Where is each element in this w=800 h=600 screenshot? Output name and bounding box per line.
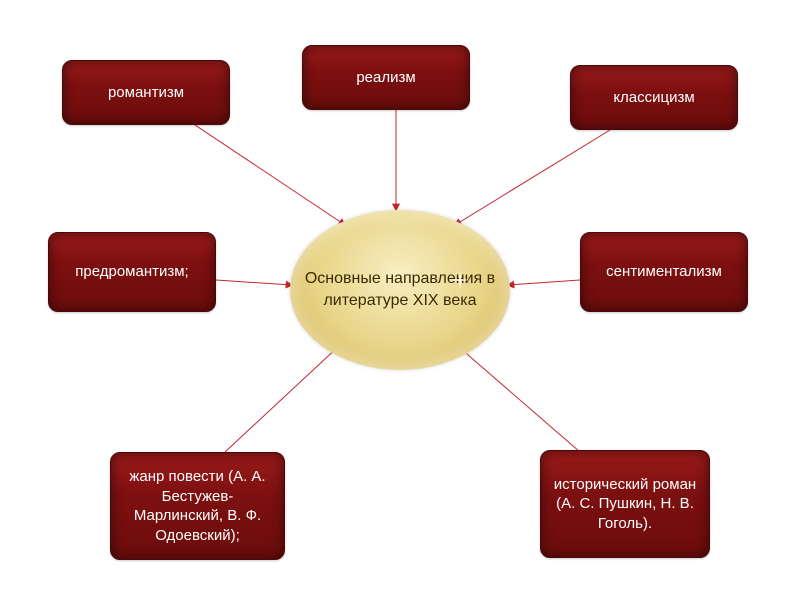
- node-label: реализм: [356, 68, 415, 88]
- node-classicism: классицизм: [570, 65, 738, 130]
- center-node: Основные направления в литературе XIX ве…: [290, 210, 510, 370]
- node-label: исторический роман (А. С. Пушкин, Н. В. …: [551, 475, 699, 534]
- node-sentimentalism: сентиментализм: [580, 232, 748, 312]
- diagram-canvas: Основные направления в литературе XIX ве…: [0, 0, 800, 600]
- center-label: Основные направления в литературе XIX ве…: [300, 268, 500, 311]
- node-hist_novel: исторический роман (А. С. Пушкин, Н. В. …: [540, 450, 710, 558]
- node-realism: реализм: [302, 45, 470, 110]
- node-label: сентиментализм: [606, 262, 722, 282]
- node-genre_povesti: жанр повести (А. А. Бестужев-Марлинский,…: [110, 452, 285, 560]
- node-label: предромантизм;: [75, 262, 188, 282]
- node-label: романтизм: [108, 83, 184, 103]
- node-label: классицизм: [613, 88, 694, 108]
- node-preromanticism: предромантизм;: [48, 232, 216, 312]
- node-romanticism: романтизм: [62, 60, 230, 125]
- node-label: жанр повести (А. А. Бестужев-Марлинский,…: [121, 467, 274, 545]
